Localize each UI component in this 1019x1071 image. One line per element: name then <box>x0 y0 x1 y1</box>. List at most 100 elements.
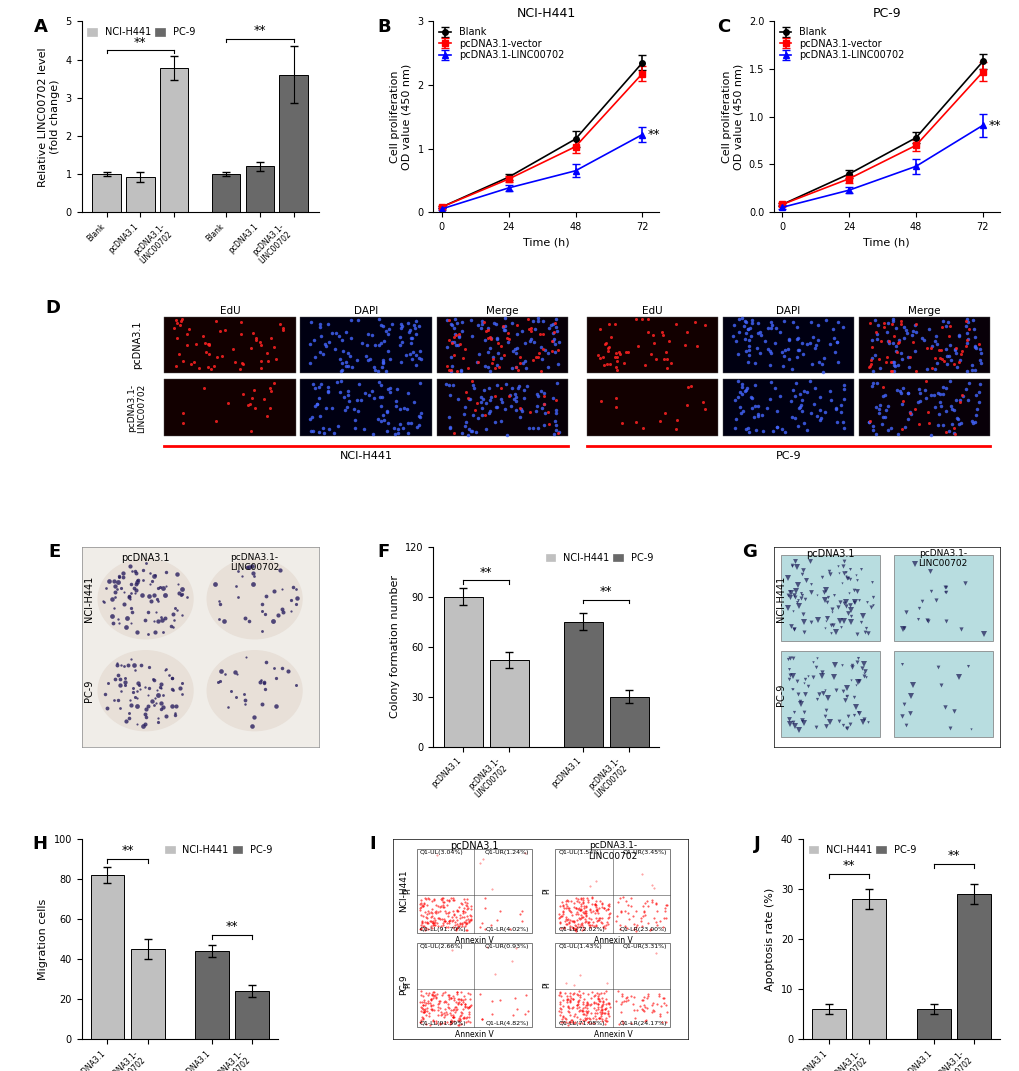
Text: J: J <box>753 835 760 854</box>
Legend: Blank, pcDNA3.1-vector, pcDNA3.1-LINC00702: Blank, pcDNA3.1-vector, pcDNA3.1-LINC007… <box>777 27 905 61</box>
Bar <box>916 1009 950 1039</box>
Bar <box>126 177 155 212</box>
Text: pcDNA3.1: pcDNA3.1 <box>121 553 170 563</box>
Legend: Blank, pcDNA3.1-vector, pcDNA3.1-LINC00702: Blank, pcDNA3.1-vector, pcDNA3.1-LINC007… <box>438 27 565 61</box>
X-axis label: Time (h): Time (h) <box>523 238 569 247</box>
Bar <box>554 942 669 1027</box>
Text: Annexin V: Annexin V <box>454 936 493 945</box>
Text: NCI-H441: NCI-H441 <box>775 576 786 622</box>
Bar <box>956 894 989 1039</box>
Text: Merge: Merge <box>908 305 940 316</box>
Text: Q1-LL(91.70%): Q1-LL(91.70%) <box>419 927 466 932</box>
Y-axis label: Migration cells: Migration cells <box>38 899 48 980</box>
Bar <box>586 379 717 436</box>
Bar <box>160 67 189 212</box>
Text: Q1-UR(0.93%): Q1-UR(0.93%) <box>484 944 528 949</box>
Text: **: ** <box>647 129 660 141</box>
Text: Annexin V: Annexin V <box>454 1030 493 1039</box>
Bar <box>780 555 879 640</box>
Legend: NCI-H441, PC-9: NCI-H441, PC-9 <box>164 844 273 856</box>
Text: NCI-H441: NCI-H441 <box>339 451 392 461</box>
Text: D: D <box>45 299 60 317</box>
Text: I: I <box>369 835 376 854</box>
Text: Q1-LL(72.02%): Q1-LL(72.02%) <box>557 927 604 932</box>
Text: pcDNA3.1-
LINC00702: pcDNA3.1- LINC00702 <box>126 383 147 433</box>
Circle shape <box>207 651 302 730</box>
Text: PC-9: PC-9 <box>398 975 408 995</box>
Text: Q1-LR(24.17%): Q1-LR(24.17%) <box>620 1021 666 1026</box>
Bar <box>436 379 568 436</box>
Text: Q1-LL(71.08%): Q1-LL(71.08%) <box>557 1021 604 1026</box>
Bar <box>811 1009 845 1039</box>
Text: **: ** <box>947 849 959 862</box>
Bar <box>417 849 531 933</box>
Text: NCI-H441: NCI-H441 <box>398 870 408 912</box>
Text: pcDNA3.1: pcDNA3.1 <box>449 841 498 851</box>
Text: **: ** <box>254 25 266 37</box>
Text: G: G <box>742 543 756 561</box>
Text: Q1-UR(3.31%): Q1-UR(3.31%) <box>623 944 666 949</box>
Text: **: ** <box>121 844 133 857</box>
Text: Merge: Merge <box>486 305 518 316</box>
Bar <box>301 379 432 436</box>
Text: pcDNA3.1-
LINC00702: pcDNA3.1- LINC00702 <box>588 841 637 860</box>
X-axis label: Time (h): Time (h) <box>862 238 909 247</box>
Text: **: ** <box>135 35 147 49</box>
Text: Q1-UR(3.45%): Q1-UR(3.45%) <box>623 850 666 855</box>
Legend: NCI-H441, PC-9: NCI-H441, PC-9 <box>807 844 916 856</box>
Y-axis label: Colony formation number: Colony formation number <box>389 575 399 719</box>
Bar <box>609 697 648 746</box>
Bar <box>279 75 308 212</box>
Text: Q1-UL(3.04%): Q1-UL(3.04%) <box>419 850 463 855</box>
Bar <box>443 597 482 746</box>
Bar <box>722 379 854 436</box>
Text: Q1-UL(1.43%): Q1-UL(1.43%) <box>557 944 601 949</box>
Bar <box>130 949 164 1039</box>
Bar <box>164 317 296 374</box>
Title: NCI-H441: NCI-H441 <box>516 7 576 20</box>
Text: E: E <box>48 543 60 561</box>
Bar <box>858 379 989 436</box>
Text: Annexin V: Annexin V <box>593 936 632 945</box>
Text: PI: PI <box>403 888 412 894</box>
Bar <box>489 660 528 746</box>
Bar <box>893 651 991 737</box>
Bar <box>91 875 124 1039</box>
Bar <box>246 166 274 212</box>
Text: EdU: EdU <box>219 305 240 316</box>
Text: pcDNA3.1: pcDNA3.1 <box>805 548 854 559</box>
Text: Q1-UL(2.66%): Q1-UL(2.66%) <box>419 944 463 949</box>
Bar <box>851 899 884 1039</box>
Text: **: ** <box>226 920 238 933</box>
Text: Q1-UL(1.54%): Q1-UL(1.54%) <box>557 850 601 855</box>
Bar <box>212 174 240 212</box>
Text: **: ** <box>479 565 492 578</box>
Circle shape <box>98 651 193 730</box>
Bar <box>722 317 854 374</box>
Title: PC-9: PC-9 <box>871 7 900 20</box>
Text: pcDNA3.1-
LINC00702: pcDNA3.1- LINC00702 <box>918 548 967 569</box>
Text: PI: PI <box>541 888 550 894</box>
Text: **: ** <box>599 586 612 599</box>
Bar <box>196 951 229 1039</box>
Text: Q1-LL(91.59%): Q1-LL(91.59%) <box>419 1021 466 1026</box>
Y-axis label: Cell proliferation
OD value (450 nm): Cell proliferation OD value (450 nm) <box>720 63 743 170</box>
Y-axis label: Apoptosis rate (%): Apoptosis rate (%) <box>764 888 774 991</box>
Text: pcDNA3.1-
LINC00702: pcDNA3.1- LINC00702 <box>229 553 279 572</box>
Text: NCI-H441: NCI-H441 <box>84 576 94 622</box>
Bar <box>417 942 531 1027</box>
Bar <box>780 651 879 737</box>
Text: Q1-LR(4.82%): Q1-LR(4.82%) <box>485 1021 528 1026</box>
Bar <box>301 317 432 374</box>
Text: PC-9: PC-9 <box>774 451 801 461</box>
Text: C: C <box>716 17 730 35</box>
Text: PI: PI <box>541 981 550 989</box>
Bar <box>586 317 717 374</box>
Text: Q1-UR(1.24%): Q1-UR(1.24%) <box>484 850 528 855</box>
Text: PC-9: PC-9 <box>775 683 786 706</box>
Text: Q1-LR(4.02%): Q1-LR(4.02%) <box>485 927 528 932</box>
Text: Annexin V: Annexin V <box>593 1030 632 1039</box>
Bar <box>893 555 991 640</box>
Text: F: F <box>377 543 389 561</box>
Bar <box>164 379 296 436</box>
